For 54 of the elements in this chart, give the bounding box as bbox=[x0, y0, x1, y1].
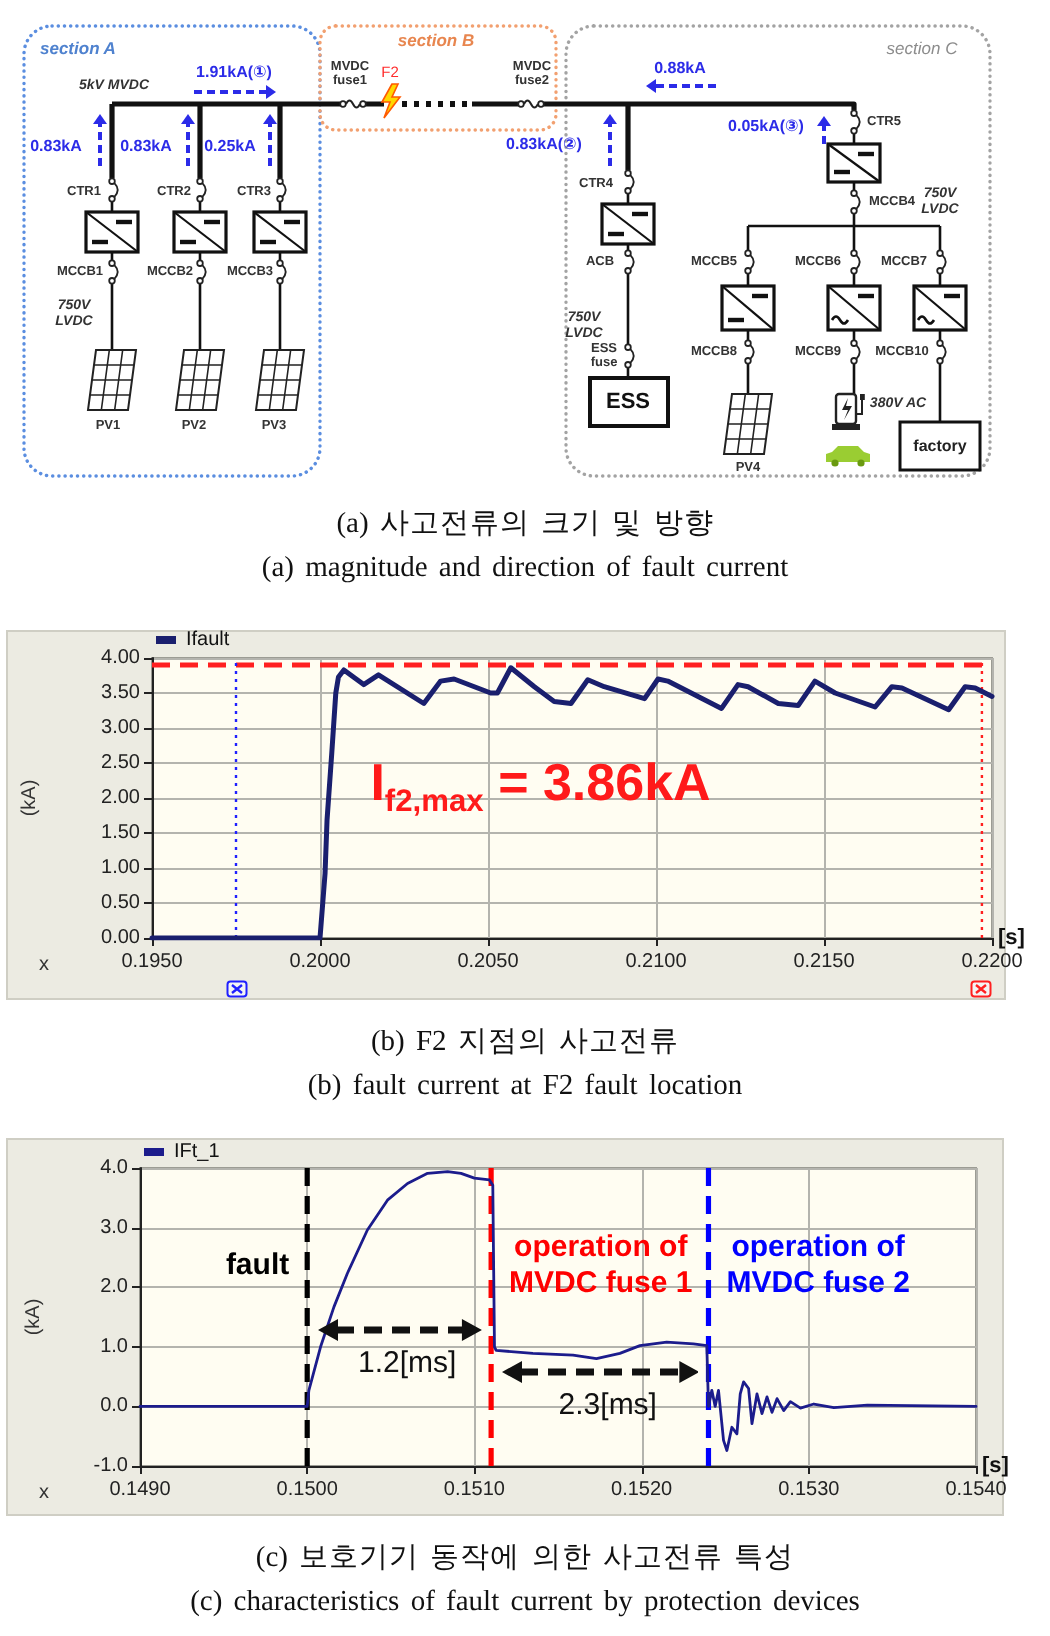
y-tick-label: 3.00 bbox=[101, 717, 141, 739]
x-tick-label: 0.1530 bbox=[778, 1479, 841, 1501]
y-tick-label: 3.0 bbox=[100, 1216, 129, 1239]
y-axis-title: (kA) bbox=[19, 779, 41, 817]
text: x bbox=[39, 1482, 49, 1506]
y-tick-label: -1.0 bbox=[93, 1455, 129, 1477]
text: (b) fault current at F2 fault location bbox=[307, 1068, 743, 1104]
x-axis-title: [s] bbox=[998, 926, 1026, 950]
x-tick-label: 0.2050 bbox=[457, 951, 520, 973]
x-tick-label: 0.1490 bbox=[109, 1479, 172, 1501]
x-tick-label: 0.1500 bbox=[276, 1479, 339, 1501]
text: 0.88kA bbox=[654, 59, 707, 77]
x-tick-label: 0.1510 bbox=[443, 1479, 506, 1501]
text: 1.91kA(①) bbox=[196, 63, 273, 81]
text: (c) characteristics of fault current by protection devices bbox=[190, 1584, 860, 1620]
x-tick-label: 0.1540 bbox=[945, 1479, 1008, 1501]
x-tick-label: 0.1520 bbox=[611, 1479, 674, 1501]
y-tick-label: 0.0 bbox=[100, 1395, 129, 1418]
y-tick-label: 2.00 bbox=[101, 787, 141, 809]
x-tick-label: 0.2100 bbox=[625, 951, 688, 973]
annotation: 1.2[ms] bbox=[357, 1346, 457, 1381]
text: (a) 사고전류의 크기 및 방향 bbox=[336, 506, 714, 542]
x-tick-label: 0.2150 bbox=[793, 951, 856, 973]
line-series bbox=[149, 665, 995, 941]
y-tick-label: 2.0 bbox=[100, 1276, 129, 1299]
x-tick-label: 0.2000 bbox=[289, 951, 352, 973]
text: section C bbox=[886, 38, 960, 58]
text: x bbox=[39, 954, 49, 978]
y-tick-label: 1.00 bbox=[101, 857, 141, 879]
y-tick-label: 2.50 bbox=[101, 752, 141, 774]
x-tick-label: 0.1950 bbox=[121, 951, 184, 973]
y-tick-label: 1.0 bbox=[100, 1335, 129, 1358]
annotation: I$_{f2,max}$ = 3.86kA bbox=[370, 751, 711, 819]
text: section A bbox=[40, 38, 116, 58]
legend-label: IFt_1 bbox=[174, 1141, 221, 1163]
text: (a) magnitude and direction of fault current bbox=[261, 550, 789, 586]
text: section B bbox=[397, 30, 475, 50]
ref-line-label: operation of MVDC fuse 1 bbox=[509, 1230, 693, 1303]
annotation: 2.3[ms] bbox=[558, 1388, 657, 1423]
y-tick-label: 0.50 bbox=[101, 892, 141, 914]
y-tick-label: 0.00 bbox=[101, 927, 141, 949]
text: (c) 보호기기 동작에 의한 사고전류 특성 bbox=[255, 1540, 795, 1576]
ref-line-label: fault bbox=[225, 1248, 290, 1285]
y-tick-label: 4.0 bbox=[100, 1157, 129, 1179]
x-tick-label: 0.2200 bbox=[961, 951, 1024, 973]
y-tick-label: 4.00 bbox=[101, 647, 141, 669]
text: 0.83kA bbox=[30, 137, 83, 155]
y-tick-label: 3.50 bbox=[101, 682, 141, 704]
text: (b) F2 지점의 사고전류 bbox=[370, 1024, 680, 1060]
y-tick-label: 1.50 bbox=[101, 822, 141, 844]
x-axis-title: [s] bbox=[982, 1454, 1010, 1478]
legend-label: Ifault bbox=[186, 629, 230, 651]
y-axis-title: (kA) bbox=[23, 1298, 45, 1336]
ref-line-label: operation of MVDC fuse 2 bbox=[726, 1230, 910, 1303]
